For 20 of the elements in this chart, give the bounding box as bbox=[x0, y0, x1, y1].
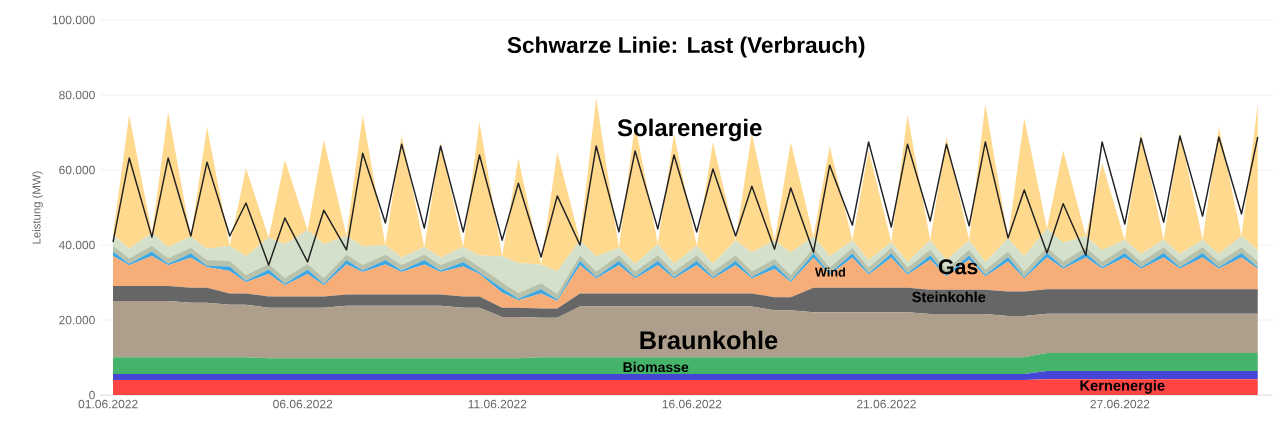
y-tick-label: 0 bbox=[89, 390, 95, 400]
series-label: Biomasse bbox=[623, 361, 689, 373]
text: Schwarze Linie: Last (Verbrauch) bbox=[507, 36, 865, 58]
y-tick-label: 60.000 bbox=[59, 165, 95, 175]
x-tick-label: 27.06.2022 bbox=[1090, 399, 1150, 409]
series-label: Steinkohle bbox=[912, 291, 986, 303]
series-label: Solarenergie bbox=[617, 118, 762, 142]
x-tick-label: 01.06.2022 bbox=[78, 399, 138, 409]
series-label: Braunkohle bbox=[640, 330, 778, 350]
y-tick-label: 80.000 bbox=[59, 90, 95, 100]
y-axis-title: Leistung (MW) bbox=[32, 171, 43, 244]
x-tick-label: 21.06.2022 bbox=[857, 399, 916, 409]
y-tick-label: 20.000 bbox=[59, 315, 95, 325]
y-tick-label: 40.000 bbox=[58, 240, 95, 250]
y-tick-label: 100.000 bbox=[52, 15, 95, 25]
x-tick-label: 16.06.2022 bbox=[662, 399, 722, 409]
x-tick-label: 06.06.2022 bbox=[273, 399, 333, 409]
x-tick-label: 11.06.2022 bbox=[468, 399, 527, 409]
series-label: Kernenergie bbox=[1080, 379, 1165, 394]
series-label: Wind bbox=[814, 267, 845, 277]
